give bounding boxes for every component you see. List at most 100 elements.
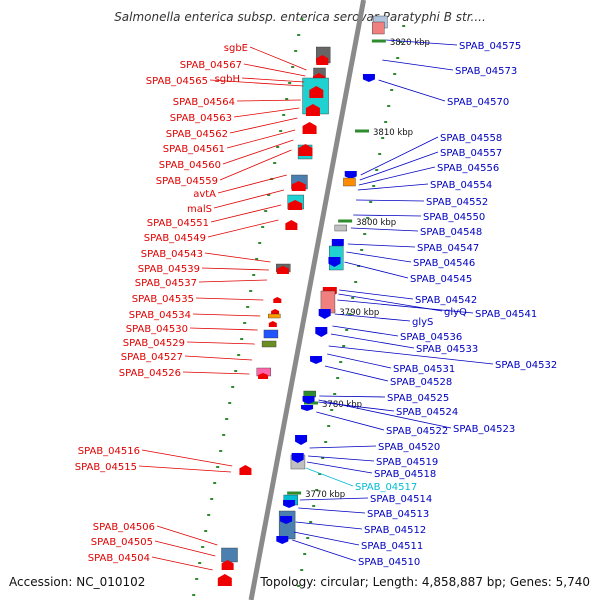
right-leader-line [330,333,415,349]
right-tick [393,73,397,75]
left-tick [204,530,208,532]
right-leader-line [299,497,369,501]
reverse-gene-box [372,21,385,35]
right-leader-line [334,313,411,322]
forward-gene-arrow [288,200,303,210]
right-leader-line [309,445,377,449]
right-tick [312,505,316,507]
left-gene-label: SPAB_04543 [141,249,203,260]
right-tick [315,489,319,491]
left-tick [237,354,241,356]
right-leader-line [295,521,363,530]
left-tick [216,466,220,468]
right-gene-label: SPAB_04542 [415,295,477,306]
left-tick [234,370,238,372]
left-gene-label: sgbH [215,74,240,85]
right-leader-line [305,467,354,487]
scale-label: 3770 kbp [305,490,345,500]
right-leader-line [353,214,422,217]
right-tick [318,473,322,475]
right-leader-line [332,325,399,337]
left-gene-label: SPAB_04537 [135,278,197,289]
left-gene-label: SPAB_04535 [132,294,194,305]
left-leader-line [154,540,216,557]
left-leader-line [241,77,305,83]
right-gene-label: SPAB_04511 [361,541,423,552]
left-gene-label: SPAB_04534 [129,310,191,321]
forward-gene-arrow [302,122,317,134]
right-gene-label: SPAB_04552 [426,197,488,208]
left-gene-label: SPAB_04539 [138,264,200,275]
left-leader-line [151,556,213,571]
left-leader-line [217,174,287,194]
genome-title: Salmonella enterica subsp. enterica sero… [114,10,486,24]
left-leader-line [210,204,282,223]
right-leader-line [318,399,452,429]
right-leader-line [346,251,412,263]
reverse-gene-arrow [283,500,296,508]
left-tick [276,146,280,148]
right-gene-label: SPAB_04545 [410,274,472,285]
left-tick [246,306,250,308]
right-tick [381,137,385,139]
right-tick [375,169,379,171]
right-gene-label: SPAB_04510 [358,557,420,568]
right-leader-line [386,39,458,46]
left-tick [222,434,226,436]
left-leader-line [209,79,304,87]
right-tick [327,425,331,427]
left-leader-line [184,355,253,361]
reverse-gene-arrow [302,396,315,404]
right-tick [303,553,307,555]
right-leader-line [298,507,366,514]
right-gene-label: SPAB_04533 [416,344,478,355]
right-gene-label: SPAB_04573 [455,66,517,77]
right-gene-label: glyS [412,317,433,328]
left-gene-label: SPAB_04560 [159,160,221,171]
reverse-gene-arrow [362,74,375,82]
left-leader-line [192,313,261,317]
forward-gene-arrow [268,321,277,327]
left-gene-label: avtA [193,189,216,200]
right-gene-label: SPAB_04547 [417,243,479,254]
left-tick [192,594,196,596]
reverse-gene-arrow [291,453,304,463]
right-gene-label: SPAB_04525 [387,393,449,404]
left-tick [297,34,301,36]
right-leader-line [339,289,414,300]
right-gene-label: SPAB_04528 [390,377,452,388]
forward-gene-box [221,547,238,563]
reverse-gene-box [343,177,356,187]
left-gene-label: SPAB_04506 [93,522,155,533]
right-gene-label: SPAB_04556 [437,163,499,174]
right-tick [351,297,355,299]
right-gene-label: SPAB_04557 [440,148,502,159]
right-gene-label: SPAB_04531 [393,364,455,375]
forward-gene-arrow [305,104,320,116]
right-tick [348,313,352,315]
left-tick [249,290,253,292]
left-gene-label: SPAB_04530 [126,324,188,335]
left-leader-line [229,117,298,134]
forward-gene-box [263,329,279,339]
left-tick [294,50,298,52]
left-tick [273,162,277,164]
right-gene-label: SPAB_04575 [459,41,521,52]
right-leader-line [359,151,439,181]
left-tick [195,578,199,580]
left-tick [291,66,295,68]
scale-label: 3810 kbp [373,128,413,138]
right-leader-line [316,411,385,431]
left-leader-line [186,341,256,345]
right-tick [354,281,358,283]
left-tick [261,226,265,228]
left-gene-label: SPAB_04567 [180,60,242,71]
right-gene-label: glyQ [444,307,467,318]
left-tick [210,498,214,500]
left-gene-label: SPAB_04505 [91,537,153,548]
forward-gene-box [268,313,281,319]
right-tick [363,233,367,235]
right-tick [324,441,328,443]
right-tick [345,329,349,331]
forward-gene-arrow [276,266,289,274]
